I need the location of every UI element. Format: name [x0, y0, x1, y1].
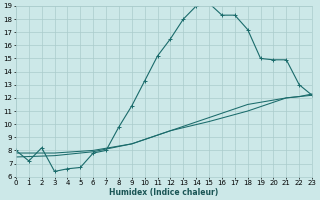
- X-axis label: Humidex (Indice chaleur): Humidex (Indice chaleur): [109, 188, 219, 197]
